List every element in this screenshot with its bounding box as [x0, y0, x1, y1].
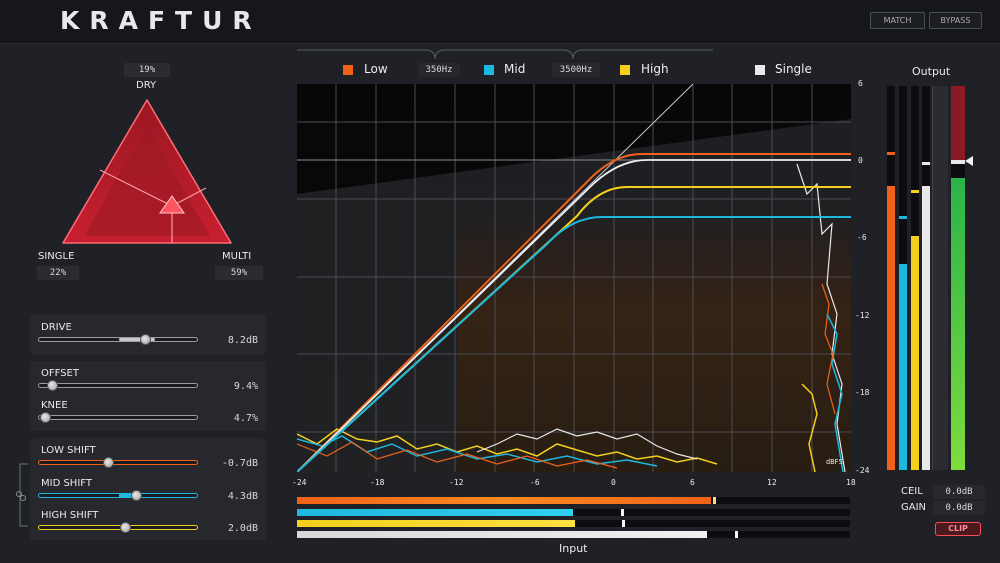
high-shift-slider[interactable]	[38, 525, 198, 530]
low-shift-knob[interactable]	[103, 457, 114, 468]
offset-knee-panel: OFFSET 9.4% KNEE 4.7%	[30, 361, 266, 431]
transfer-curve-graph[interactable]	[297, 84, 851, 472]
low-shift-value: -0.7dB	[221, 458, 258, 469]
mid-shift-slider[interactable]	[38, 493, 198, 498]
y-tick: -6	[857, 233, 867, 242]
drive-knob[interactable]	[140, 334, 151, 345]
mid-shift-label: MID SHIFT	[41, 478, 92, 489]
single-band-label[interactable]: Single	[775, 62, 812, 76]
input-meter-mid	[297, 509, 850, 516]
knee-slider[interactable]	[38, 415, 198, 420]
blend-handle[interactable]	[159, 195, 185, 214]
high-shift-label: HIGH SHIFT	[41, 510, 99, 521]
knee-knob[interactable]	[40, 412, 51, 423]
dbfs-unit-label: dBFS	[826, 458, 843, 466]
y-tick: -18	[855, 388, 870, 397]
low-shift-label: LOW SHIFT	[41, 445, 96, 456]
x-tick: -6	[530, 478, 540, 487]
high-band-label[interactable]: High	[641, 62, 669, 76]
drive-panel: DRIVE 8.2dB	[30, 314, 266, 355]
mid-shift-knob[interactable]	[131, 490, 142, 501]
dry-value: 19%	[124, 63, 170, 77]
input-meter-high	[297, 520, 850, 527]
high-band-swatch[interactable]	[620, 65, 630, 75]
output-meter-low	[887, 86, 895, 470]
single-label: SINGLE	[38, 251, 75, 262]
title-bar: KRAFTUR MATCH BYPASS	[0, 0, 1000, 42]
output-scale	[932, 86, 948, 470]
input-meter-low	[297, 497, 850, 504]
mid-shift-value: 4.3dB	[227, 491, 258, 502]
offset-value: 9.4%	[233, 381, 258, 392]
crossover-2-value[interactable]: 3500Hz	[552, 63, 600, 77]
high-shift-knob[interactable]	[120, 522, 131, 533]
offset-knob[interactable]	[47, 380, 58, 391]
x-tick: -12	[449, 478, 464, 487]
match-button[interactable]: MATCH	[870, 12, 925, 29]
drive-value: 8.2dB	[227, 335, 258, 346]
single-band-swatch[interactable]	[755, 65, 765, 75]
ceil-label: CEIL	[901, 486, 923, 497]
drive-label: DRIVE	[41, 322, 72, 333]
offset-label: OFFSET	[41, 368, 79, 379]
ceiling-handle-icon[interactable]	[964, 155, 974, 167]
mid-band-label[interactable]: Mid	[504, 62, 526, 76]
low-band-swatch[interactable]	[343, 65, 353, 75]
gain-value[interactable]: 0.0dB	[933, 501, 985, 515]
output-label: Output	[912, 65, 951, 78]
multi-value: 59%	[215, 266, 263, 280]
x-tick: 6	[690, 478, 695, 487]
mid-band-swatch[interactable]	[484, 65, 494, 75]
single-value: 22%	[37, 266, 79, 280]
low-band-label[interactable]: Low	[364, 62, 388, 76]
y-tick: 6	[858, 79, 863, 88]
knee-value: 4.7%	[233, 413, 258, 424]
band-shift-panel: LOW SHIFT -0.7dB MID SHIFT 4.3dB HIGH SH…	[30, 438, 266, 540]
band-bracket	[297, 49, 713, 60]
offset-slider[interactable]	[38, 383, 198, 388]
low-shift-slider[interactable]	[38, 460, 198, 465]
clip-button[interactable]: CLIP	[935, 522, 981, 536]
y-tick: -24	[855, 466, 870, 475]
output-meter-high	[911, 86, 919, 470]
x-tick: 0	[611, 478, 616, 487]
output-meter-mid	[899, 86, 907, 470]
input-axis-label: Input	[559, 542, 588, 555]
x-tick: -18	[370, 478, 385, 487]
low-band-curve[interactable]	[297, 153, 851, 472]
crossover-1-value[interactable]: 350Hz	[418, 63, 460, 77]
multi-label: MULTI	[222, 251, 252, 262]
logo-text: KRAFTUR	[60, 6, 262, 35]
mid-band-curve[interactable]	[297, 216, 851, 472]
single-curve[interactable]	[297, 159, 851, 472]
knee-label: KNEE	[41, 400, 68, 411]
x-tick: 12	[767, 478, 777, 487]
bypass-button[interactable]: BYPASS	[929, 12, 982, 29]
kraftur-logo: KRAFTUR	[60, 6, 262, 35]
ceil-value[interactable]: 0.0dB	[933, 485, 985, 499]
drive-slider[interactable]	[38, 337, 198, 342]
high-band-curve[interactable]	[297, 186, 851, 472]
y-tick: -12	[855, 311, 870, 320]
dry-label: DRY	[136, 80, 157, 91]
input-meter-single	[297, 531, 850, 538]
gain-label: GAIN	[901, 502, 927, 513]
high-shift-value: 2.0dB	[227, 523, 258, 534]
output-meter-single	[922, 86, 930, 470]
shift-link-icon[interactable]	[14, 460, 32, 532]
y-tick: 0	[858, 156, 863, 165]
x-tick: -24	[292, 478, 307, 487]
blend-triangle[interactable]	[60, 96, 235, 248]
output-master-meter	[951, 86, 965, 470]
x-tick: 18	[846, 478, 856, 487]
